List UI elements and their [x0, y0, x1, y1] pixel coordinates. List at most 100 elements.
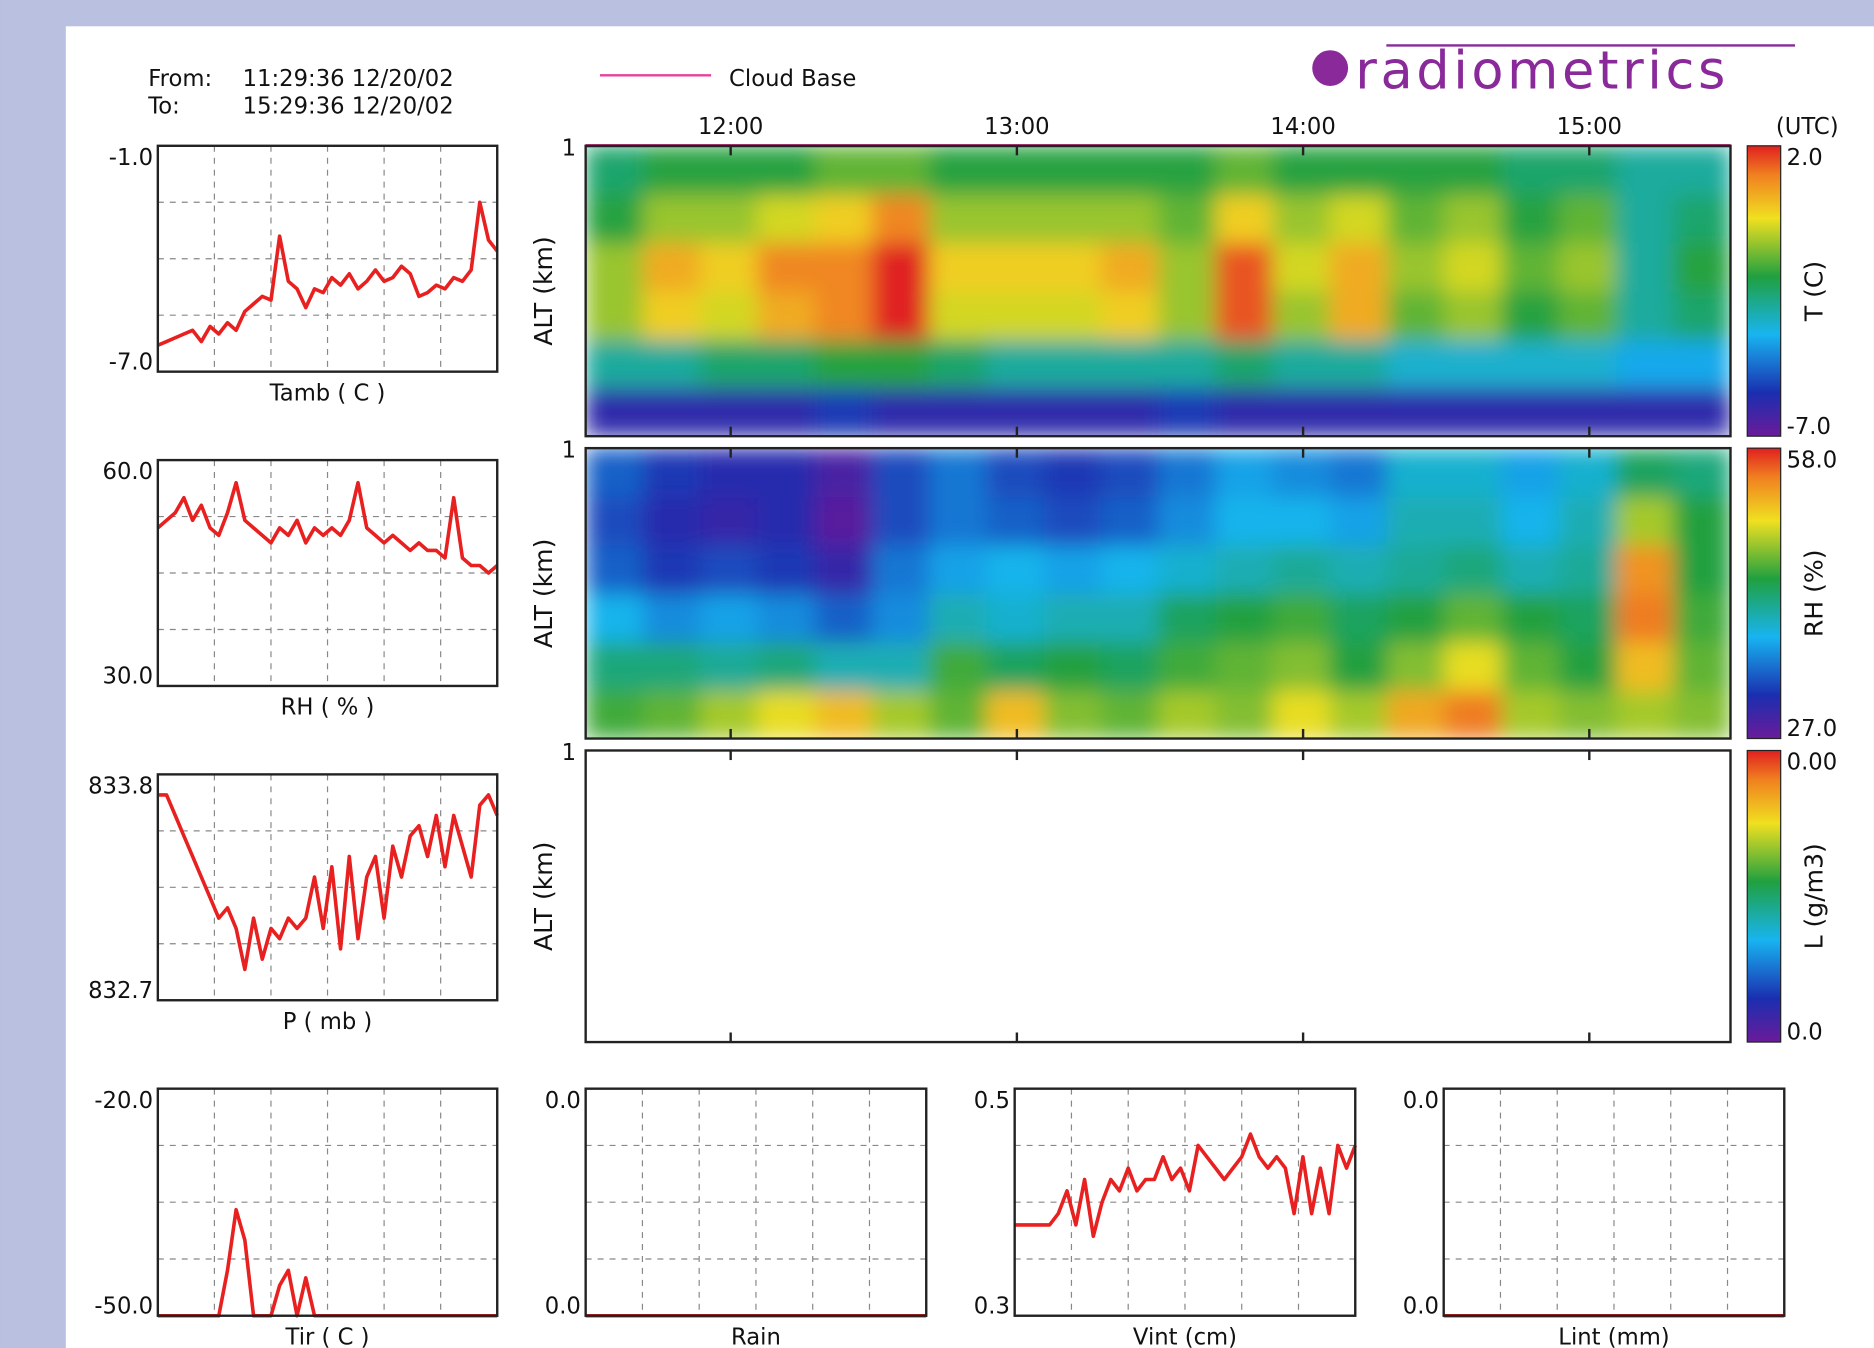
- contour-cell: [1101, 243, 1159, 292]
- contour-cell: [1330, 146, 1388, 195]
- contour-cell: [757, 194, 815, 243]
- contour-cell: [1559, 497, 1617, 546]
- contour-cell: [1215, 388, 1273, 437]
- contour-cell: [1502, 291, 1560, 340]
- contour-cell: [757, 690, 815, 739]
- contour-cell: [1616, 194, 1674, 243]
- contour-cell: [1502, 690, 1560, 739]
- contour-cell: [1673, 194, 1731, 243]
- contour-cell: [1215, 291, 1273, 340]
- contour-cell: [1616, 291, 1674, 340]
- contour-cell: [1616, 642, 1674, 691]
- contour-cell: [700, 339, 758, 388]
- contour-cell: [1616, 339, 1674, 388]
- y-tick-label: 0.0: [545, 1088, 581, 1114]
- colorbar-tick-label: -7.0: [1787, 414, 1831, 440]
- contour-cell: [757, 448, 815, 497]
- contour-cell: [1158, 497, 1216, 546]
- contour-cells: [586, 146, 1731, 437]
- contour-cell: [1158, 291, 1216, 340]
- colorbar-tick-label: 58.0: [1787, 447, 1838, 473]
- contour-cell: [1215, 448, 1273, 497]
- contour-cell: [1215, 690, 1273, 739]
- x-axis-label: Tir ( C ): [285, 1324, 370, 1348]
- contour-cell: [1330, 291, 1388, 340]
- contour-cell: [1502, 194, 1560, 243]
- x-axis-label: Tamb ( C ): [269, 380, 386, 406]
- contour-cell: [1101, 194, 1159, 243]
- contour-cell: [586, 194, 644, 243]
- contour-cell: [1158, 194, 1216, 243]
- contour-cell: [929, 448, 987, 497]
- contour-cell: [1101, 448, 1159, 497]
- contour-cell: [757, 291, 815, 340]
- contour-cell: [643, 690, 701, 739]
- contour-cell: [700, 291, 758, 340]
- contour-cell: [1273, 448, 1331, 497]
- contour-cell: [1387, 194, 1445, 243]
- contour-cell: [757, 146, 815, 195]
- y-tick-label: 0.3: [974, 1293, 1010, 1319]
- contour-cell: [1158, 339, 1216, 388]
- contour-cell: [1444, 593, 1502, 642]
- contour-cell: [700, 194, 758, 243]
- contour-cell: [1215, 545, 1273, 594]
- contour-cell: [1330, 690, 1388, 739]
- y-tick-label: -20.0: [94, 1088, 153, 1114]
- contour-cell: [1616, 448, 1674, 497]
- contour-cell: [1101, 497, 1159, 546]
- contour-cell: [643, 339, 701, 388]
- y-tick-label: 1: [562, 740, 576, 766]
- contour-cell: [1616, 545, 1674, 594]
- y-axis-label: ALT (km): [529, 842, 558, 951]
- contour-cell: [1330, 388, 1388, 437]
- contour-cell: [1444, 690, 1502, 739]
- contour-cell: [1673, 291, 1731, 340]
- contour-cell: [1616, 593, 1674, 642]
- contour-cell: [1273, 146, 1331, 195]
- contour-cell: [1158, 642, 1216, 691]
- contour-cell: [1559, 593, 1617, 642]
- contour-cell: [986, 593, 1044, 642]
- contour-cell: [815, 194, 873, 243]
- contour-cell: [1044, 642, 1102, 691]
- contour-cell: [929, 291, 987, 340]
- contour-cell: [1387, 690, 1445, 739]
- colorbar-tick-label: 27.0: [1787, 716, 1838, 742]
- contour-cell: [700, 243, 758, 292]
- contour-cell: [643, 291, 701, 340]
- contour-cell: [1387, 388, 1445, 437]
- contour-cell: [872, 593, 930, 642]
- y-tick-label: -1.0: [109, 145, 153, 171]
- contour-cell: [643, 388, 701, 437]
- colorbar: [1747, 448, 1780, 738]
- x-tick-label: 12:00: [698, 114, 763, 140]
- contour-cell: [757, 593, 815, 642]
- contour-cell: [1673, 545, 1731, 594]
- contour-cell: [815, 291, 873, 340]
- contour-cell: [1215, 642, 1273, 691]
- contour-cell: [700, 146, 758, 195]
- to-time: 15:29:36 12/20/02: [243, 94, 454, 120]
- contour-cell: [757, 339, 815, 388]
- contour-cell: [1444, 642, 1502, 691]
- contour-cell: [872, 339, 930, 388]
- contour-cell: [1616, 388, 1674, 437]
- contour-cell: [700, 388, 758, 437]
- contour-cell: [872, 545, 930, 594]
- contour-cell: [1273, 690, 1331, 739]
- to-label: To:: [147, 94, 180, 120]
- contour-cell: [1330, 497, 1388, 546]
- contour-cell: [1559, 690, 1617, 739]
- contour-cell: [1673, 642, 1731, 691]
- contour-cell: [1101, 593, 1159, 642]
- y-tick-label: 60.0: [103, 459, 154, 485]
- contour-cell: [1444, 146, 1502, 195]
- contour-cell: [815, 243, 873, 292]
- contour-cell: [1044, 545, 1102, 594]
- contour-cell: [1273, 243, 1331, 292]
- contour-cell: [1215, 243, 1273, 292]
- y-tick-label: 833.8: [88, 774, 153, 800]
- contour-cell: [643, 146, 701, 195]
- contour-cell: [872, 690, 930, 739]
